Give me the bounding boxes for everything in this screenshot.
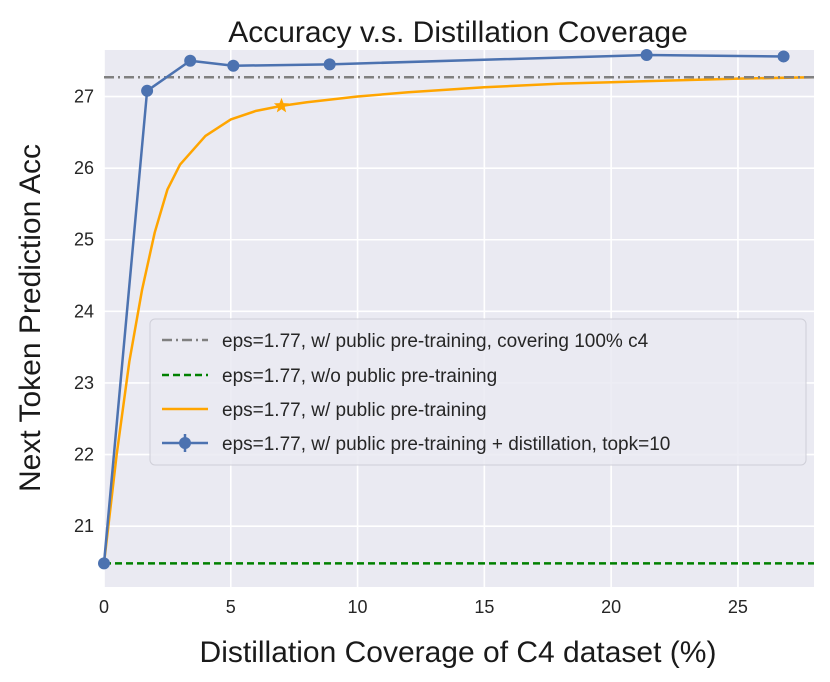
- y-tick-label: 21: [74, 516, 94, 536]
- x-tick-label: 15: [474, 597, 494, 617]
- x-axis-label: Distillation Coverage of C4 dataset (%): [200, 636, 717, 669]
- data-point: [184, 54, 197, 67]
- x-tick-label: 25: [728, 597, 748, 617]
- legend-swatch-distillation-marker: [179, 437, 191, 449]
- y-tick-label: 22: [74, 445, 94, 465]
- x-tick-label: 0: [99, 597, 109, 617]
- legend-box: [149, 318, 807, 466]
- tick-labels: 0 5 10 15 20 25 21 22 23 24 25 26 27: [74, 87, 748, 617]
- data-point: [227, 59, 240, 72]
- data-point: [640, 49, 653, 62]
- series-layer: [98, 49, 815, 570]
- series-line-2: [102, 75, 815, 564]
- data-point: [98, 557, 110, 570]
- legend-label-pretraining: eps=1.77, w/ public pre-training: [222, 400, 487, 421]
- legend-label-no-pretraining: eps=1.77, w/o public pre-training: [222, 366, 497, 387]
- data-point: [141, 84, 154, 97]
- y-tick-label: 23: [74, 373, 94, 393]
- y-axis-label: Next Token Prediction Acc: [14, 144, 47, 492]
- x-tick-label: 10: [348, 597, 368, 617]
- y-tick-label: 27: [74, 87, 94, 107]
- y-tick-label: 26: [74, 158, 94, 178]
- legend-label-distillation: eps=1.77, w/ public pre-training + disti…: [222, 434, 670, 455]
- legend: eps=1.77, w/ public pre-training, coveri…: [149, 318, 807, 466]
- y-tick-label: 24: [74, 301, 94, 321]
- chart-title: Accuracy v.s. Distillation Coverage: [228, 16, 688, 49]
- data-point: [323, 58, 336, 71]
- star-marker: [273, 97, 290, 113]
- y-tick-label: 25: [74, 230, 94, 250]
- x-tick-label: 20: [601, 597, 621, 617]
- legend-label-full-coverage: eps=1.77, w/ public pre-training, coveri…: [222, 331, 649, 352]
- x-tick-label: 5: [226, 597, 236, 617]
- data-point: [777, 50, 790, 63]
